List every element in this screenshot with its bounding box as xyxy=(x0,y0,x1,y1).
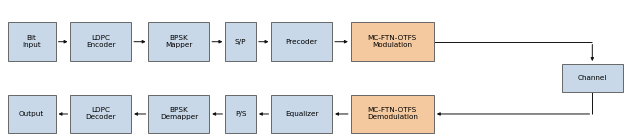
FancyBboxPatch shape xyxy=(562,64,623,92)
Text: Output: Output xyxy=(19,111,44,117)
FancyBboxPatch shape xyxy=(70,95,131,133)
Text: MC-FTN-OTFS
Demodulation: MC-FTN-OTFS Demodulation xyxy=(367,107,418,121)
FancyBboxPatch shape xyxy=(70,22,131,61)
FancyBboxPatch shape xyxy=(271,22,332,61)
FancyBboxPatch shape xyxy=(8,95,56,133)
FancyBboxPatch shape xyxy=(351,95,434,133)
Text: LDPC
Decoder: LDPC Decoder xyxy=(86,107,116,121)
Text: BPSK
Demapper: BPSK Demapper xyxy=(160,107,198,121)
FancyBboxPatch shape xyxy=(148,22,209,61)
FancyBboxPatch shape xyxy=(8,22,56,61)
FancyBboxPatch shape xyxy=(148,95,209,133)
FancyBboxPatch shape xyxy=(351,22,434,61)
Text: Bit
Input: Bit Input xyxy=(22,35,41,48)
FancyBboxPatch shape xyxy=(271,95,332,133)
Text: Precoder: Precoder xyxy=(285,39,318,45)
Text: Channel: Channel xyxy=(578,75,607,81)
Text: LDPC
Encoder: LDPC Encoder xyxy=(86,35,116,48)
Text: MC-FTN-OTFS
Modulation: MC-FTN-OTFS Modulation xyxy=(368,35,417,48)
Text: P/S: P/S xyxy=(235,111,246,117)
FancyBboxPatch shape xyxy=(225,95,256,133)
Text: Equalizer: Equalizer xyxy=(285,111,319,117)
Text: BPSK
Mapper: BPSK Mapper xyxy=(165,35,193,48)
FancyBboxPatch shape xyxy=(225,22,256,61)
Text: S/P: S/P xyxy=(235,39,246,45)
